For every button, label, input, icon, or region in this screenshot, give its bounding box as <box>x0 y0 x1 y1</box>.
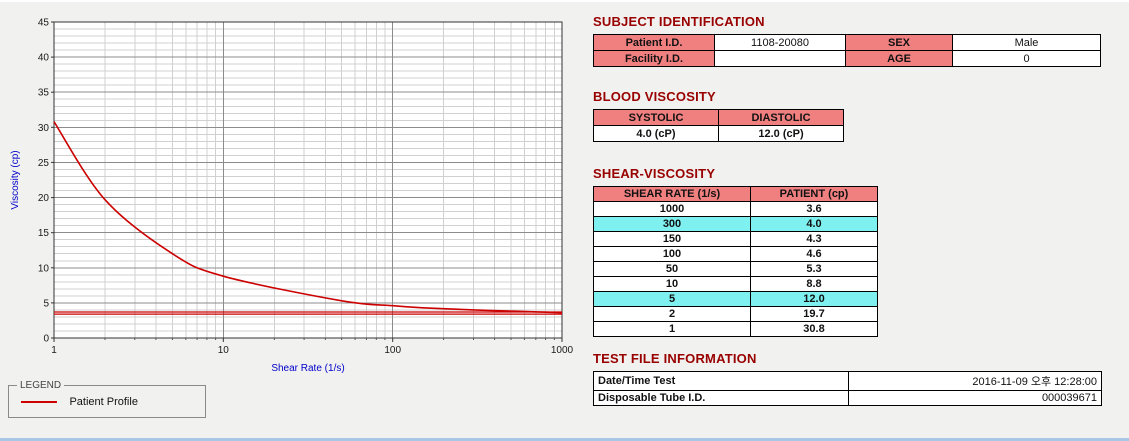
shear-rate-cell: 100 <box>593 246 751 262</box>
report-panel: SUBJECT IDENTIFICATION Patient I.D. 1108… <box>593 14 1113 406</box>
diastolic-header: DIASTOLIC <box>718 109 844 126</box>
date-time-test-value: 2016-11-09 오후 12:28:00 <box>848 371 1102 391</box>
diastolic-value: 12.0 (cP) <box>718 125 844 142</box>
table-row: Facility I.D. AGE 0 <box>593 50 1101 67</box>
svg-text:15: 15 <box>38 228 50 239</box>
legend-box: LEGEND Patient Profile <box>8 380 206 418</box>
date-time-test-label: Date/Time Test <box>593 371 849 391</box>
table-row: 150 4.3 <box>593 231 878 247</box>
svg-text:5: 5 <box>43 298 49 309</box>
svg-text:0: 0 <box>43 334 49 345</box>
subject-identification-title: SUBJECT IDENTIFICATION <box>593 14 765 29</box>
test-file-information-title: TEST FILE INFORMATION <box>593 351 757 366</box>
svg-text:100: 100 <box>384 345 401 356</box>
shear-value-cell: 4.3 <box>750 231 878 247</box>
svg-text:20: 20 <box>38 193 50 204</box>
table-row: Patient I.D. 1108-20080 SEX Male <box>593 34 1101 51</box>
legend-series-label: Patient Profile <box>69 395 138 408</box>
sex-value: Male <box>952 34 1101 51</box>
shear-value-cell: 8.8 <box>750 276 878 292</box>
subject-identification-table: Patient I.D. 1108-20080 SEX Male Facilit… <box>593 34 1101 67</box>
systolic-value: 4.0 (cP) <box>593 125 719 142</box>
shear-rate-cell: 2 <box>593 306 751 322</box>
blood-viscosity-title: BLOOD VISCOSITY <box>593 89 716 104</box>
shear-value-cell: 30.8 <box>750 321 878 337</box>
table-row: 50 5.3 <box>593 261 878 277</box>
test-file-information-table: Date/Time Test 2016-11-09 오후 12:28:00 Di… <box>593 371 1102 406</box>
disposable-tube-id-value: 000039671 <box>848 390 1102 406</box>
table-row: Disposable Tube I.D. 000039671 <box>593 390 1102 406</box>
shear-rate-cell: 5 <box>593 291 751 307</box>
patient-id-label: Patient I.D. <box>593 34 715 51</box>
age-label: AGE <box>845 50 953 67</box>
blood-viscosity-table: SYSTOLIC DIASTOLIC 4.0 (cP) 12.0 (cP) <box>593 109 844 142</box>
table-row: 1 30.8 <box>593 321 878 337</box>
table-row: 5 12.0 <box>593 291 878 307</box>
legend-box-title: LEGEND <box>20 380 62 391</box>
patient-profile-line-swatch <box>21 400 57 403</box>
shear-rate-cell: 300 <box>593 216 751 232</box>
patient-id-value: 1108-20080 <box>714 34 846 51</box>
shear-rate-cell: 150 <box>593 231 751 247</box>
facility-id-label: Facility I.D. <box>593 50 715 67</box>
shear-viscosity-title: SHEAR-VISCOSITY <box>593 166 716 181</box>
svg-text:Shear Rate (1/s): Shear Rate (1/s) <box>271 363 344 374</box>
shear-viscosity-table: SHEAR RATE (1/s) PATIENT (cp) 1000 3.6 3… <box>593 186 878 337</box>
shear-rate-header: SHEAR RATE (1/s) <box>593 186 751 202</box>
svg-text:35: 35 <box>38 88 50 99</box>
chart-panel: 0 5 10 15 20 25 30 35 40 45 1 10 100 1000 Shear Rate (… <box>8 12 583 418</box>
sex-label: SEX <box>845 34 953 51</box>
patient-cp-header: PATIENT (cp) <box>750 186 878 202</box>
shear-value-cell: 4.6 <box>750 246 878 262</box>
table-row: 300 4.0 <box>593 216 878 232</box>
shear-value-cell: 3.6 <box>750 201 878 217</box>
svg-text:25: 25 <box>38 158 50 169</box>
table-header-row: SHEAR RATE (1/s) PATIENT (cp) <box>593 186 878 202</box>
svg-text:1: 1 <box>51 345 57 356</box>
table-row: 2 19.7 <box>593 306 878 322</box>
shear-value-cell: 4.0 <box>750 216 878 232</box>
svg-text:30: 30 <box>38 123 50 134</box>
table-row: 4.0 (cP) 12.0 (cP) <box>593 125 844 142</box>
shear-value-cell: 5.3 <box>750 261 878 277</box>
shear-rate-cell: 1 <box>593 321 751 337</box>
svg-text:Viscosity (cp): Viscosity (cp) <box>10 150 21 209</box>
table-row: 100 4.6 <box>593 246 878 262</box>
svg-text:10: 10 <box>218 345 230 356</box>
svg-text:1000: 1000 <box>551 345 574 356</box>
viscosity-chart-svg: 0 5 10 15 20 25 30 35 40 45 1 10 100 1000 Shear Rate (… <box>10 18 574 375</box>
svg-text:40: 40 <box>38 53 50 64</box>
shear-rate-cell: 1000 <box>593 201 751 217</box>
shear-value-cell: 19.7 <box>750 306 878 322</box>
viscosity-chart: 0 5 10 15 20 25 30 35 40 45 1 10 100 1000 Shear Rate (… <box>8 12 576 375</box>
shear-rate-cell: 10 <box>593 276 751 292</box>
table-row: Date/Time Test 2016-11-09 오후 12:28:00 <box>593 371 1102 391</box>
shear-rate-cell: 50 <box>593 261 751 277</box>
table-row: 1000 3.6 <box>593 201 878 217</box>
table-row: 10 8.8 <box>593 276 878 292</box>
age-value: 0 <box>952 50 1101 67</box>
facility-id-value <box>714 50 846 67</box>
table-row: SYSTOLIC DIASTOLIC <box>593 109 844 126</box>
svg-text:45: 45 <box>38 18 50 29</box>
svg-text:10: 10 <box>38 263 50 274</box>
systolic-header: SYSTOLIC <box>593 109 719 126</box>
disposable-tube-id-label: Disposable Tube I.D. <box>593 390 849 406</box>
shear-value-cell: 12.0 <box>750 291 878 307</box>
